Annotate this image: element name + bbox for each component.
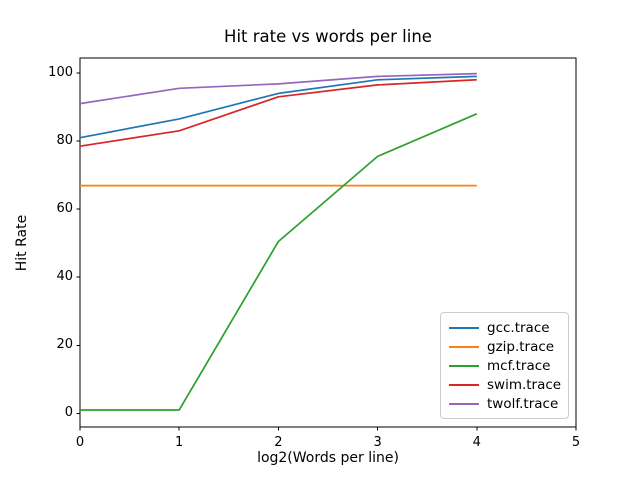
legend-entry-gcc-trace: gcc.trace bbox=[449, 318, 560, 337]
legend-line-sample bbox=[449, 326, 479, 329]
axes-spines bbox=[79, 57, 577, 428]
legend-entry-mcf-trace: mcf.trace bbox=[449, 356, 560, 375]
y-tick-label: 20 bbox=[56, 337, 73, 353]
series-line-mcf-trace bbox=[80, 113, 478, 411]
x-tick-label: 2 bbox=[274, 435, 283, 450]
legend-line-sample bbox=[449, 345, 479, 348]
legend-line-sample bbox=[449, 402, 479, 405]
x-tick-label: 3 bbox=[373, 435, 382, 450]
x-tick-label: 4 bbox=[472, 435, 481, 450]
y-tick-label: 80 bbox=[56, 133, 73, 149]
x-tick-label: 1 bbox=[175, 435, 184, 450]
legend-label: gcc.trace bbox=[487, 319, 550, 336]
x-tick-label: 5 bbox=[571, 435, 581, 450]
legend-label: mcf.trace bbox=[487, 357, 551, 374]
x-tick-label: 0 bbox=[75, 435, 85, 450]
legend-entry-gzip-trace: gzip.trace bbox=[449, 337, 560, 356]
legend-line-sample bbox=[449, 364, 479, 367]
legend-label: gzip.trace bbox=[487, 338, 555, 355]
y-tick-label: 40 bbox=[56, 269, 73, 285]
legend: gcc.trace gzip.trace mcf.trace swim.trace tw… bbox=[440, 312, 569, 419]
y-tick-label: 100 bbox=[48, 64, 73, 80]
y-tick-label: 0 bbox=[64, 405, 73, 421]
legend-label: twolf.trace bbox=[487, 395, 559, 412]
x-axis-label: log2(Words per line) bbox=[257, 450, 399, 466]
legend-entry-swim-trace: swim.trace bbox=[449, 375, 562, 394]
y-tick-label: 60 bbox=[56, 201, 73, 217]
legend-line-sample bbox=[449, 383, 479, 386]
series-line-gcc-trace bbox=[79, 75, 477, 139]
series-line-swim-trace bbox=[79, 78, 477, 148]
chart-title: Hit rate vs words per line bbox=[224, 27, 432, 46]
series-line-twolf-trace bbox=[79, 72, 477, 105]
legend-label: swim.trace bbox=[487, 376, 562, 393]
legend-entry-twolf-trace: twolf.trace bbox=[449, 394, 560, 413]
